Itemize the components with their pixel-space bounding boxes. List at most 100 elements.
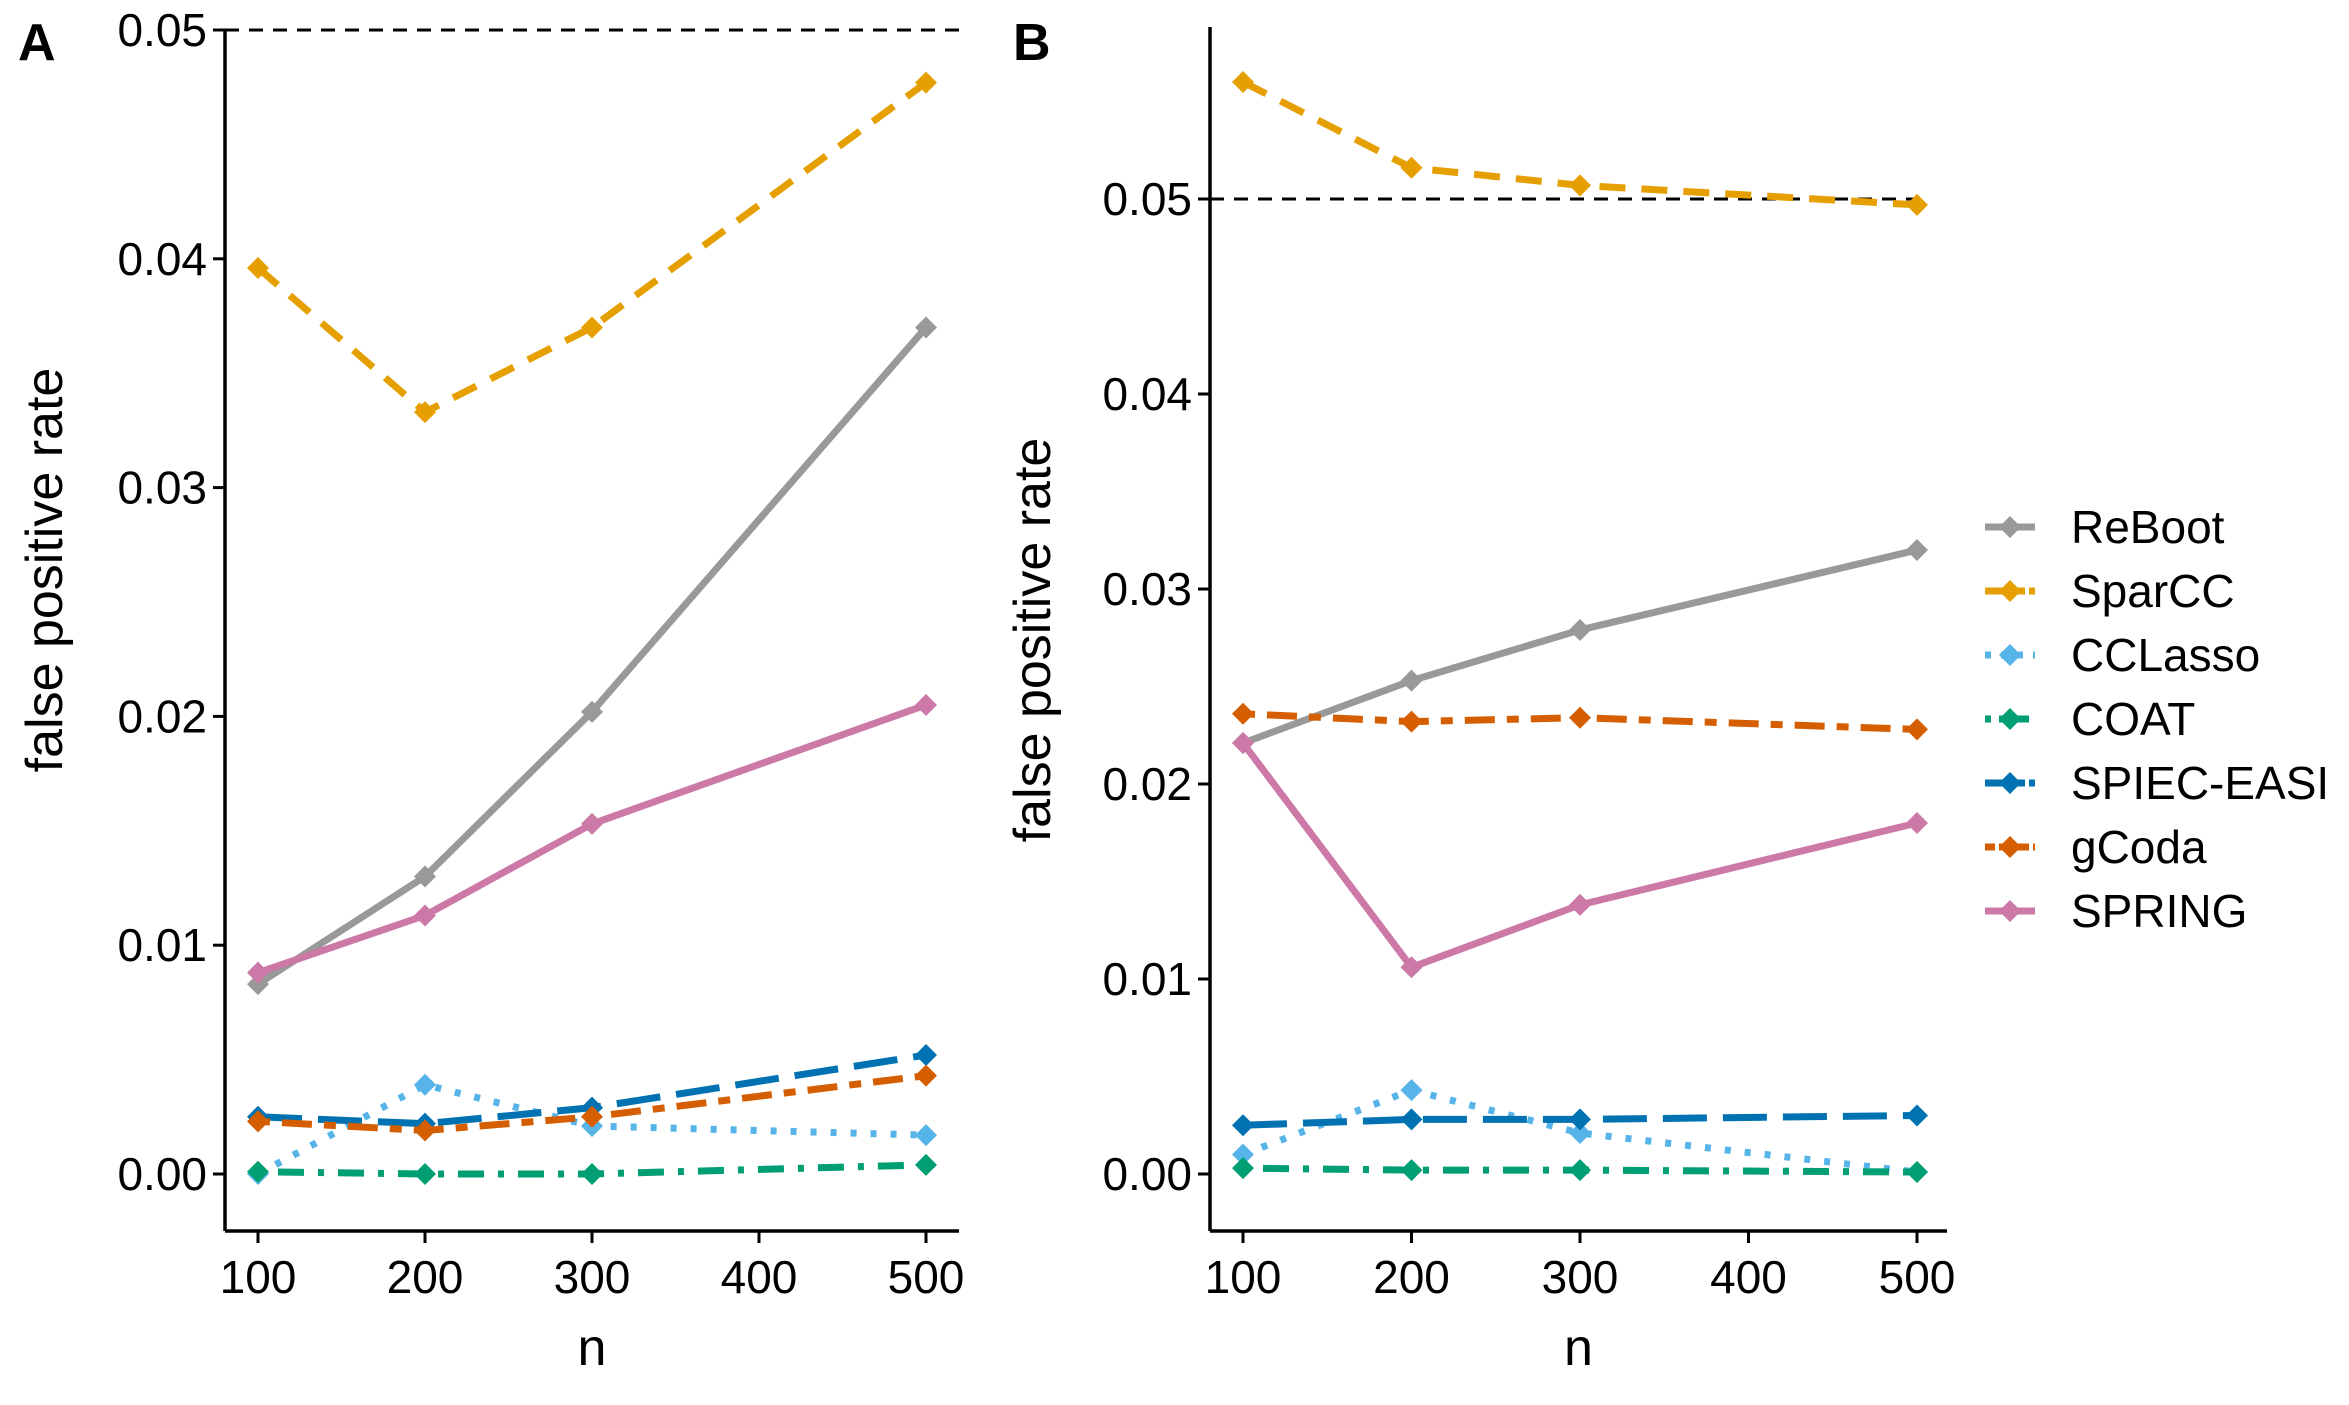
data-point [247,973,269,996]
data-point [1906,193,1928,216]
series-line [1240,740,1918,971]
panel-a-tag: A [18,14,56,72]
panel-b-x-tick-label: 300 [1542,1251,1619,1303]
series-line [1242,710,1918,733]
series-line [256,325,929,988]
data-point [915,693,937,716]
panel-b-series-sparcc [1232,71,1928,216]
panel-b-tag: B [1013,14,1051,72]
panel-a-x-axis-title: n [578,1319,607,1377]
panel-a-series-sparcc [247,71,937,424]
panel-b-y-tick-label: 0.00 [1102,1148,1192,1200]
panel-a-x-tick-label: 400 [721,1251,798,1303]
data-point [581,812,603,835]
panel-a-series-spring [247,693,937,984]
panel-a-series-reboot [247,316,937,996]
series-line [1241,1086,1918,1176]
data-point [915,71,937,94]
data-point [1400,669,1423,692]
panel-a-y-tick-label: 0.01 [117,919,207,971]
data-point [1569,893,1591,916]
data-point [414,904,436,927]
legend-item-spring: SPRING [1985,885,2247,937]
panel-b-x-tick-label: 400 [1710,1251,1787,1303]
legend-label: SPRING [2071,885,2247,937]
data-point [1906,539,1928,561]
panel-b-y-axis-title: false positive rate [1004,438,1062,843]
data-point [915,1044,937,1067]
legend-label: COAT [2071,693,2195,745]
data-point [1906,1104,1928,1127]
legend-item-spiec-easi: SPIEC-EASI [1985,757,2329,809]
data-point [414,1119,436,1142]
panel-b-series-spiec-easi [1232,1104,1928,1137]
legend-label: gCoda [2071,821,2207,873]
legend-key-diamond [1999,580,2021,602]
data-point [1400,956,1423,979]
legend-item-coat: COAT [1985,693,2195,745]
data-point [1400,1159,1423,1182]
data-point [1906,718,1928,741]
panel-b-x-axis-title: n [1564,1319,1593,1377]
series-line [257,1161,927,1178]
panel-b-series-coat [1232,1157,1928,1184]
data-point [915,316,937,339]
legend-label: SPIEC-EASI [2071,757,2329,809]
data-point [414,401,436,424]
panel-b: 0.00 0.01 0.02 0.03 0.04 0.05 100 200 300 400 500 n… [1004,27,1955,1377]
data-point [1400,1079,1423,1102]
data-point [915,1124,937,1147]
panel-a-x-tick-label: 500 [888,1251,965,1303]
panel-a-y-tick-label: 0.00 [117,1148,207,1200]
legend-key-diamond [1999,516,2021,538]
legend-key-diamond [1999,900,2021,922]
panel-b-y-tick-label: 0.01 [1102,953,1192,1005]
data-point [1906,812,1928,834]
data-point [1400,156,1423,179]
panel-b-y-tick-label: 0.02 [1102,758,1192,810]
panel-a-series-gcoda [247,1064,937,1142]
data-point [247,1160,269,1183]
legend-label: CCLasso [2071,629,2260,681]
data-point [414,1073,436,1096]
data-point [414,1163,436,1185]
panel-b-series-spring [1232,732,1928,979]
data-point [1569,618,1591,641]
data-point [581,1163,603,1185]
legend-item-cclasso: CCLasso [1985,629,2260,681]
data-point [1400,1108,1423,1131]
series-line [256,701,928,976]
data-point [581,1105,603,1128]
data-point [1232,1157,1254,1180]
series-line [1242,1112,1918,1129]
legend-item-gcoda: gCoda [1985,821,2207,873]
panel-b-x-tick-label: 100 [1205,1251,1282,1303]
data-point [1569,1159,1591,1182]
data-point [1232,1143,1254,1166]
data-point [1232,702,1254,725]
panel-b-x-tick-label: 200 [1373,1251,1450,1303]
data-point [915,1064,937,1087]
legend-key-diamond [1999,644,2021,666]
panel-b-y-tick-label: 0.03 [1102,563,1192,615]
legend-label: SparCC [2071,565,2235,617]
legend-key-diamond [1999,772,2021,794]
panel-a-series-coat [247,1153,937,1185]
panel-a-y-axis-title: false positive rate [16,368,74,773]
data-point [581,700,603,723]
panel-a-y-tick-label: 0.03 [117,462,207,514]
data-point [247,961,269,984]
data-point [1569,174,1591,197]
data-point [1569,1108,1591,1131]
data-point [247,1110,269,1133]
legend-key-diamond [1999,708,2021,730]
legend: ReBoot SparCC CCLasso COAT SPIEC-EASI gCoda SP… [1985,501,2329,937]
data-point [1906,1161,1928,1184]
data-point [414,865,436,888]
data-point [581,316,603,339]
panel-a: 0.00 0.01 0.02 0.03 0.04 0.05 100 200 300 400 500 n… [16,4,964,1377]
data-point [915,1153,937,1176]
series-line [1242,1164,1918,1176]
series-line [1241,78,1918,209]
data-point [247,256,269,279]
